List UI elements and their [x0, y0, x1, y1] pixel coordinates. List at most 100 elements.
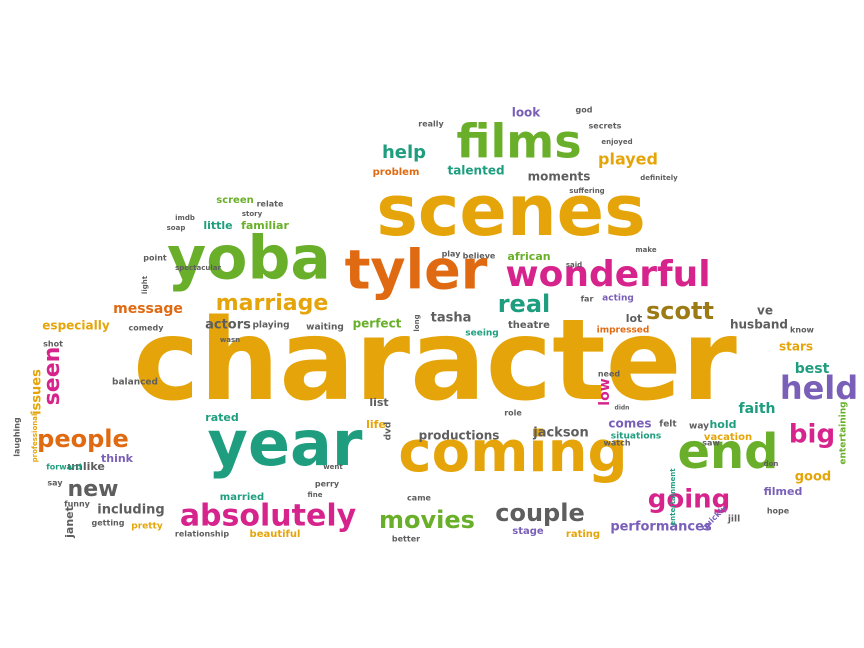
word-performances: performances	[610, 520, 712, 535]
word-didn: didn	[615, 405, 630, 412]
word-impressed: impressed	[597, 326, 650, 336]
word-better: better	[392, 535, 420, 544]
word-relate: relate	[257, 200, 284, 209]
word-god: god	[576, 106, 593, 115]
word-absolutely: absolutely	[180, 499, 357, 534]
word-getting: getting	[92, 519, 125, 528]
word-dvd: dvd	[384, 422, 394, 441]
word-year: year	[208, 407, 363, 480]
word-new: new	[68, 477, 119, 502]
word-screen: screen	[216, 195, 254, 206]
word-make: make	[635, 246, 656, 254]
word-playing: playing	[252, 321, 289, 331]
word-suffering: suffering	[569, 187, 604, 195]
word-far: far	[581, 295, 594, 304]
word-entertainment: entertainment	[669, 468, 677, 526]
word-relationship: relationship	[175, 530, 229, 539]
word-marriage: marriage	[216, 291, 329, 316]
word-life: life	[366, 418, 386, 431]
word-jill: jill	[727, 515, 740, 525]
word-seen: seen	[40, 347, 65, 406]
word-familiar: familiar	[241, 219, 289, 232]
word-secrets: secrets	[589, 122, 622, 131]
word-especially: especially	[42, 319, 110, 333]
word-say: say	[47, 479, 63, 488]
word-soap: soap	[167, 224, 186, 232]
word-yoba: yoba	[167, 224, 331, 294]
word-forward: forward	[46, 463, 82, 472]
word-including: including	[97, 503, 164, 518]
word-spectacular: spectacular	[175, 264, 221, 272]
word-situations: situations	[611, 432, 662, 442]
word-message: message	[113, 301, 183, 317]
word-stars: stars	[779, 340, 813, 354]
word-laughing: laughing	[13, 417, 22, 457]
word-definitely: definitely	[640, 174, 678, 182]
word-said: said	[566, 261, 582, 269]
word-moments: moments	[528, 170, 591, 184]
word-real: real	[498, 290, 551, 318]
word-husband: husband	[730, 318, 788, 332]
word-way: way	[689, 422, 709, 432]
word-unlike: unlike	[67, 460, 105, 473]
word-janet: janet	[63, 506, 76, 539]
word-wonderful: wonderful	[505, 254, 710, 295]
word-ve: ve	[757, 304, 773, 318]
word-coming: coming	[398, 420, 627, 485]
word-professional: professional	[31, 414, 39, 463]
word-jackson: jackson	[532, 426, 589, 441]
word-movies: movies	[379, 506, 475, 534]
word-big: big	[789, 420, 835, 450]
word-point: point	[143, 254, 167, 263]
word-help: help	[382, 142, 426, 163]
word-tyler: tyler	[345, 239, 488, 302]
word-need: need	[598, 370, 621, 379]
word-end: end	[677, 424, 778, 480]
word-held: held	[780, 369, 858, 407]
word-hope: hope	[767, 507, 790, 516]
word-felt: felt	[659, 420, 677, 430]
word-acting: acting	[602, 294, 634, 304]
word-look: look	[512, 106, 542, 120]
word-couple: couple	[495, 499, 584, 527]
word-imdb: imdb	[175, 214, 195, 222]
word-watch: watch	[603, 439, 630, 448]
word-comedy: comedy	[129, 324, 165, 333]
word-films: films	[456, 115, 581, 169]
word-filmed: filmed	[764, 485, 803, 498]
word-lot: lot	[626, 312, 643, 325]
word-long: long	[413, 314, 421, 331]
word-comes: comes	[608, 417, 651, 431]
word-know: know	[790, 326, 815, 335]
word-tasha: tasha	[431, 311, 472, 326]
word-good: good	[795, 470, 831, 485]
word-vacation: vacation	[704, 432, 752, 443]
word-scenes: scenes	[376, 170, 646, 252]
word-little: little	[203, 219, 232, 232]
word-perry: perry	[315, 480, 340, 489]
word-theatre: theatre	[508, 320, 550, 331]
word-perfect: perfect	[353, 317, 402, 331]
word-play: play	[442, 250, 462, 259]
word-hold: hold	[709, 418, 736, 431]
word-seeing: seeing	[465, 329, 499, 339]
word-funny: funny	[64, 500, 91, 509]
word-went: went	[323, 463, 343, 471]
word-really: really	[418, 120, 444, 129]
word-beautiful: beautiful	[250, 529, 301, 540]
word-issues: issues	[30, 369, 45, 415]
word-played: played	[598, 150, 658, 169]
word-african: african	[507, 250, 550, 263]
word-role: role	[504, 409, 522, 418]
word-rating: rating	[566, 529, 600, 540]
word-wasn: wasn	[220, 336, 240, 344]
word-fine: fine	[308, 491, 323, 499]
word-think: think	[101, 452, 134, 465]
word-enjoyed: enjoyed	[601, 138, 632, 146]
word-waiting: waiting	[306, 323, 344, 333]
word-balanced: balanced	[112, 378, 158, 388]
word-came: came	[407, 494, 431, 503]
word-low: low	[597, 378, 613, 405]
word-stage: stage	[512, 526, 544, 537]
